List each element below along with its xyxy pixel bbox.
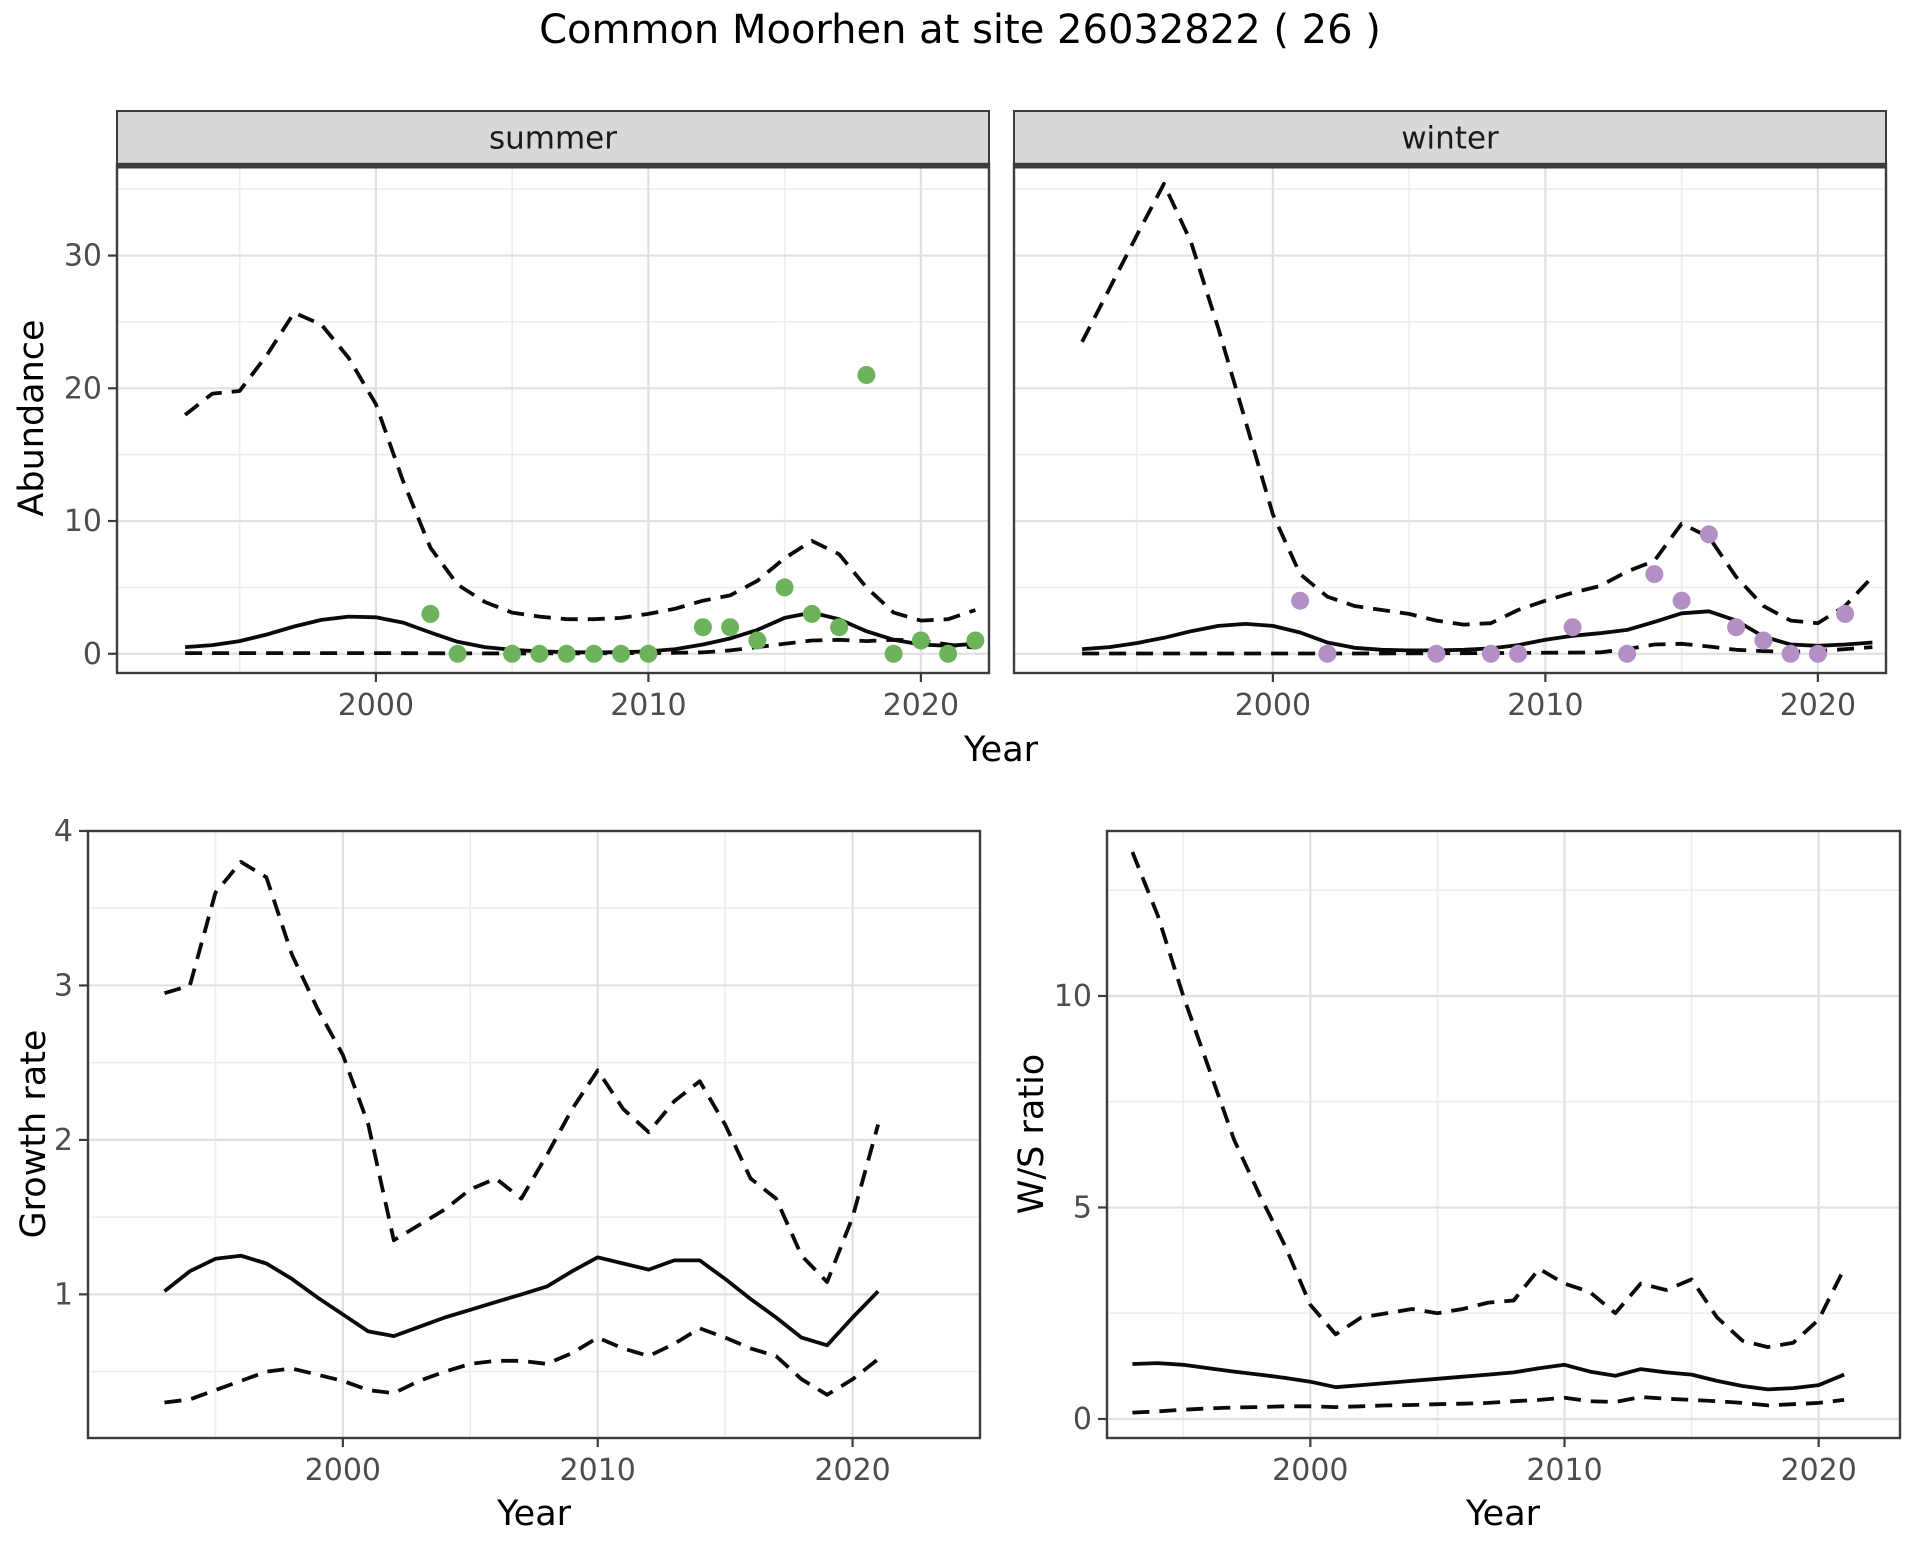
ws-ratio-panel — [1107, 831, 1900, 1438]
growth-rate-panel — [88, 831, 980, 1438]
x-tick-label: 2010 — [610, 688, 686, 723]
x-tick-label: 2010 — [560, 1453, 636, 1488]
abundance-winter-observation-point — [1727, 618, 1746, 637]
ws-ratio-fitted-mean-line — [1132, 1361, 1845, 1392]
abundance-winter-observation-point — [1699, 525, 1718, 544]
y-axis-label-ws-ratio: W/S ratio — [1012, 1053, 1052, 1215]
abundance-summer-observation-point — [530, 644, 549, 663]
y-axis-label-growth-rate: Growth rate — [14, 1029, 54, 1239]
abundance-summer-observation-point — [939, 644, 958, 663]
abundance-summer-panel-border — [115, 162, 991, 675]
x-tick-label: 2000 — [338, 688, 414, 723]
abundance-winter-observation-point — [1318, 644, 1337, 663]
facet-strip-winter — [1013, 110, 1887, 165]
y-tick-label: 0 — [1073, 1402, 1092, 1437]
abundance-winter-observation-point — [1481, 644, 1500, 663]
x-tick-label: 2000 — [1272, 1453, 1348, 1488]
facet-strip-summer — [116, 110, 990, 165]
abundance-winter-observation-point — [1291, 591, 1310, 610]
x-axis-label-year-ratio: Year — [1465, 1494, 1541, 1534]
abundance-winter-observation-point — [1427, 644, 1446, 663]
abundance-summer-observation-point — [584, 644, 603, 663]
x-tick-label: 2020 — [1780, 1453, 1856, 1488]
growth-rate-lower-ci-line — [164, 1326, 880, 1405]
y-tick-label: 10 — [64, 504, 102, 539]
x-axis-label-year-growth: Year — [496, 1494, 572, 1534]
abundance-summer-observation-point — [639, 644, 658, 663]
x-tick-label: 2000 — [1235, 688, 1311, 723]
abundance-summer-observation-point — [911, 631, 930, 650]
growth-rate-fitted-mean-line — [163, 1253, 880, 1348]
abundance-winter-lower-ci-line — [1082, 641, 1873, 656]
x-tick-label: 2020 — [883, 688, 959, 723]
ws-ratio-upper-ci-line — [1130, 851, 1846, 1349]
abundance-summer-lower-ci-line — [185, 637, 976, 656]
facet-strip-label: summer — [489, 121, 617, 157]
abundance-summer-observation-point — [884, 644, 903, 663]
x-tick-label: 2010 — [1526, 1453, 1602, 1488]
abundance-summer-observation-point — [802, 604, 821, 623]
abundance-summer-observation-point — [857, 366, 876, 384]
y-tick-label: 4 — [54, 814, 73, 849]
abundance-summer-panel — [117, 164, 989, 673]
abundance-winter-observation-point — [1808, 644, 1827, 663]
y-axis-label-abundance: Abundance — [12, 319, 52, 517]
abundance-winter-observation-point — [1645, 565, 1664, 584]
abundance-summer-observation-point — [748, 631, 767, 650]
abundance-winter-panel-border — [1012, 162, 1888, 675]
abundance-summer-upper-ci-line — [183, 310, 977, 623]
y-tick-label: 5 — [1073, 1190, 1092, 1225]
growth-rate-upper-ci-line — [163, 860, 880, 1284]
ws-ratio-lower-ci-line — [1132, 1395, 1845, 1415]
y-tick-label: 10 — [1054, 979, 1092, 1014]
abundance-summer-observation-point — [503, 644, 522, 663]
abundance-summer-observation-point — [448, 644, 467, 663]
x-tick-label: 2020 — [814, 1453, 890, 1488]
x-tick-label: 2020 — [1780, 688, 1856, 723]
abundance-winter-observation-point — [1563, 618, 1582, 637]
abundance-winter-observation-point — [1754, 631, 1773, 650]
abundance-summer-observation-point — [421, 604, 440, 623]
abundance-winter-observation-point — [1836, 604, 1855, 623]
abundance-winter-observation-point — [1781, 644, 1800, 663]
abundance-winter-observation-point — [1509, 644, 1528, 663]
abundance-summer-observation-point — [966, 631, 985, 650]
ws-ratio-panel-border — [1105, 829, 1902, 1440]
y-tick-label: 0 — [83, 637, 102, 672]
growth-rate-panel-border — [86, 829, 982, 1440]
y-tick-label: 3 — [54, 968, 73, 1003]
facet-strip-label: winter — [1401, 121, 1499, 157]
abundance-summer-observation-point — [721, 618, 740, 637]
x-axis-label-year-top: Year — [963, 730, 1039, 770]
abundance-winter-observation-point — [1672, 591, 1691, 610]
y-tick-label: 1 — [54, 1277, 73, 1312]
y-tick-label: 30 — [64, 239, 102, 274]
abundance-winter-observation-point — [1618, 644, 1637, 663]
abundance-summer-observation-point — [693, 618, 712, 637]
abundance-summer-observation-point — [775, 578, 794, 597]
x-tick-label: 2010 — [1507, 688, 1583, 723]
y-tick-label: 2 — [54, 1123, 73, 1158]
page-title: Common Moorhen at site 26032822 ( 26 ) — [539, 7, 1381, 53]
y-tick-label: 20 — [64, 371, 102, 406]
abundance-summer-observation-point — [557, 644, 576, 663]
abundance-summer-observation-point — [612, 644, 631, 663]
x-tick-label: 2000 — [305, 1453, 381, 1488]
abundance-summer-observation-point — [830, 618, 849, 637]
